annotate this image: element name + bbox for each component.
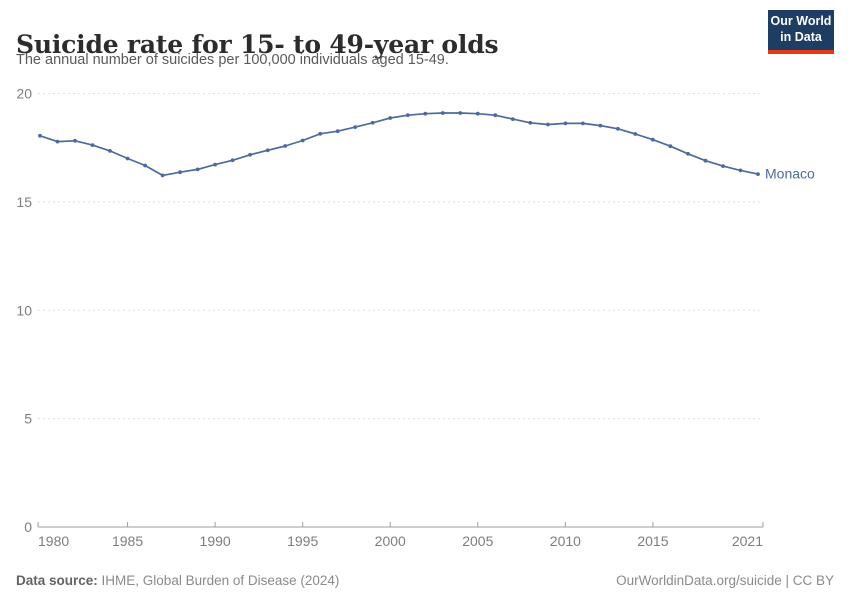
data-point-1995 [300, 138, 305, 143]
data-point-1984 [108, 149, 112, 153]
data-point-2012 [598, 123, 603, 128]
data-point-1983 [90, 143, 95, 148]
page-title: Suicide rate for 15- to 49-year olds [16, 29, 499, 59]
series-line-monaco [39, 112, 759, 177]
data-point-2011 [581, 121, 585, 126]
data-point-2001 [405, 113, 410, 118]
x-axis-label-1990: 1990 [200, 533, 231, 549]
owid-logo-line1: Our World [770, 14, 832, 29]
data-point-2006 [493, 113, 498, 118]
data-point-2003 [440, 111, 445, 115]
data-point-1982 [73, 138, 77, 143]
data-point-2018 [703, 158, 708, 163]
x-axis-label-1995: 1995 [287, 533, 318, 549]
data-point-1990 [213, 162, 218, 167]
data-point-2019 [721, 164, 725, 169]
chart-subtitle: The annual number of suicides per 100,00… [16, 52, 449, 68]
y-axis-label-5: 5 [24, 411, 32, 427]
x-axis-label-1985: 1985 [112, 533, 143, 549]
y-axis-label-20: 20 [16, 86, 32, 102]
x-axis-label-2000: 2000 [375, 533, 406, 549]
y-axis-label-10: 10 [16, 302, 32, 318]
x-axis-label-2005: 2005 [462, 533, 493, 549]
data-source-label: Data source: [16, 573, 98, 588]
data-point-1986 [143, 163, 148, 168]
owid-logo-line2: in Data [780, 30, 822, 44]
data-point-1994 [283, 144, 288, 148]
data-point-1998 [353, 125, 358, 129]
data-point-2010 [563, 121, 568, 126]
attribution-link[interactable]: OurWorldinData.org/suicide | CC BY [616, 573, 834, 588]
data-point-1987 [160, 173, 165, 178]
data-source-value: IHME, Global Burden of Disease (2024) [101, 573, 340, 588]
data-point-2005 [475, 111, 480, 116]
data-point-2007 [510, 117, 515, 121]
data-point-2014 [633, 132, 638, 136]
data-point-2000 [388, 116, 393, 120]
data-point-2021 [756, 172, 760, 177]
data-point-2008 [528, 120, 533, 125]
y-axis-label-0: 0 [24, 519, 32, 535]
data-point-2002 [423, 111, 428, 116]
data-point-1985 [125, 156, 130, 161]
data-point-2004 [458, 111, 463, 115]
data-source-note: Data source: IHME, Global Burden of Dise… [16, 573, 339, 588]
data-point-1993 [265, 148, 270, 153]
x-axis-label-1980: 1980 [38, 533, 69, 549]
data-point-2020 [738, 168, 743, 173]
data-point-1997 [335, 129, 340, 134]
data-point-2013 [616, 126, 620, 131]
data-point-1989 [195, 167, 200, 172]
data-point-1996 [318, 131, 323, 136]
series-end-label-monaco: Monaco [765, 166, 815, 182]
data-point-1999 [370, 120, 375, 125]
data-point-2016 [668, 144, 673, 149]
data-point-1981 [55, 139, 60, 144]
chart-footer: Data source: IHME, Global Burden of Dise… [16, 573, 834, 588]
x-axis-label-2010: 2010 [550, 533, 581, 549]
owid-logo: Our World in Data [768, 10, 834, 54]
data-point-2015 [651, 137, 655, 142]
data-point-1988 [178, 170, 183, 175]
y-axis-label-15: 15 [16, 194, 32, 210]
data-point-1991 [230, 158, 235, 163]
data-point-1992 [248, 152, 253, 157]
x-axis-label-2021: 2021 [732, 533, 763, 549]
x-axis-label-2015: 2015 [637, 533, 668, 549]
data-point-2017 [686, 151, 690, 156]
data-point-1980 [38, 133, 42, 138]
data-point-2009 [546, 122, 550, 127]
